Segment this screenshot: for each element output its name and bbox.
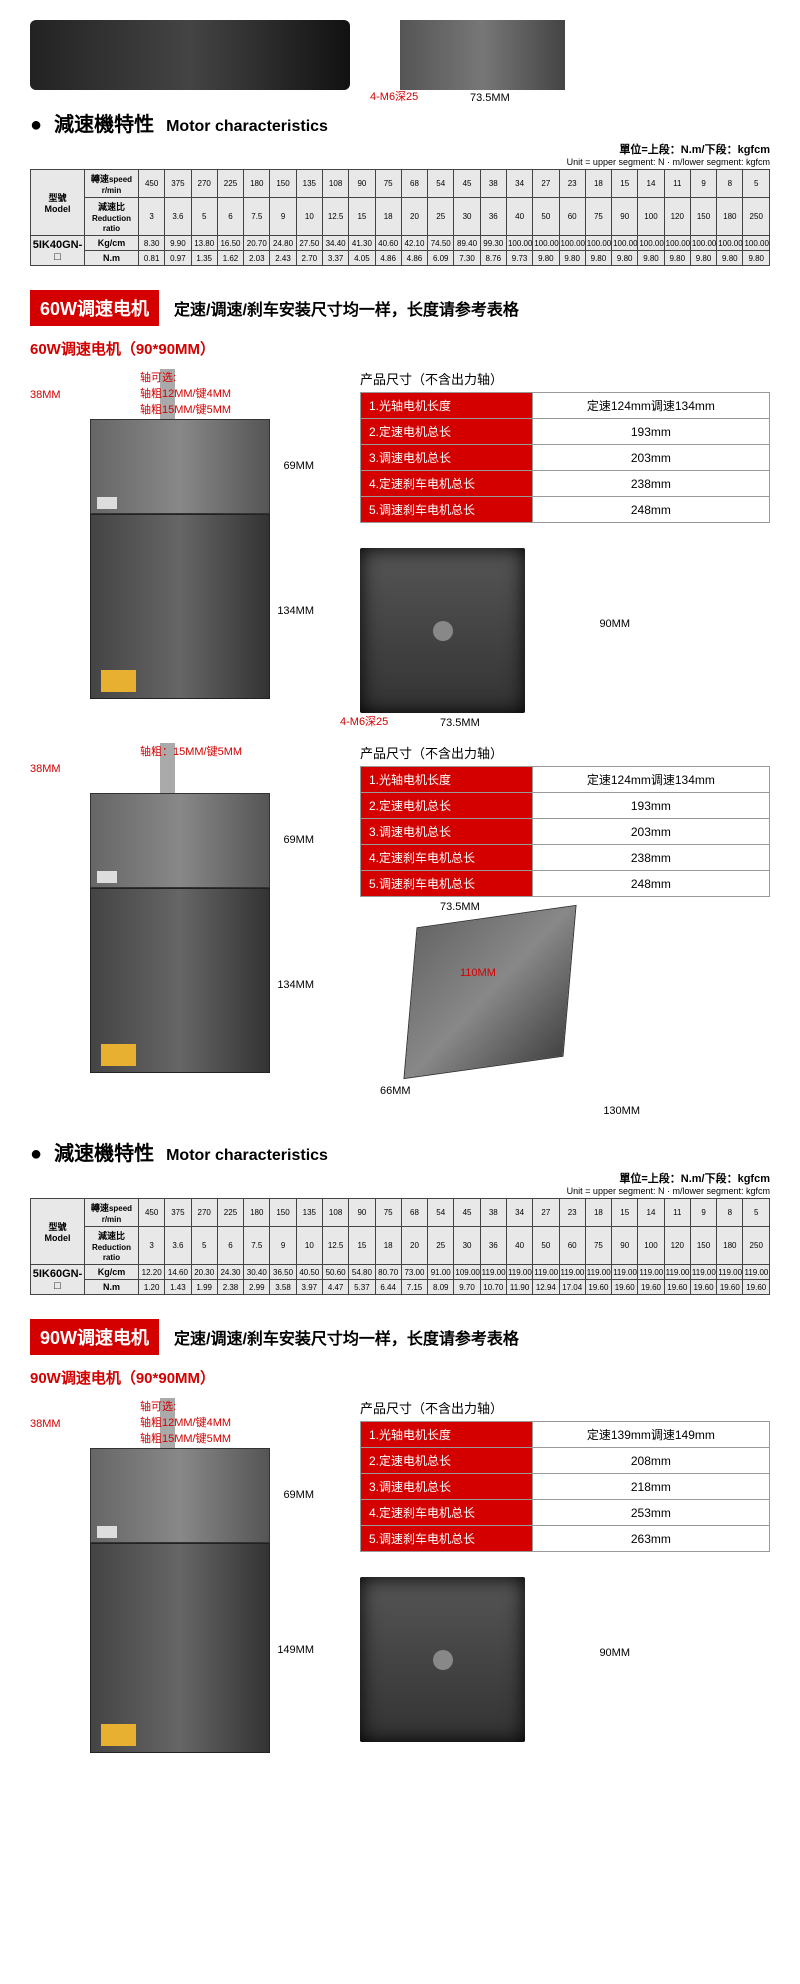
char-header-60: ● 減速機特性 Motor characteristics (30, 1137, 770, 1166)
diagram-90w: 38MM 轴可选: 轴粗12MM/键4MM 轴粗15MM/键5MM 69MM 1… (30, 1398, 770, 1753)
gearbox-angled: 73.5MM 110MM 66MM 130MM (410, 917, 630, 1117)
char-header-40: ● 減速機特性 Motor characteristics (30, 108, 770, 137)
hole-label: 4-M6深25 (370, 88, 418, 104)
gearbox-front-90: 90MM (360, 1577, 770, 1742)
subhead-60: 60W调速电机（90*90MM） (30, 338, 770, 359)
banner-text: 定速/调速/刹车安装尺寸均一样，长度请参考表格 (174, 296, 519, 320)
width-label: 73.5MM (470, 92, 510, 104)
dim-38b: 38MM (30, 763, 61, 775)
shaft-note-b: 轴粗：15MM/键5MM (140, 743, 242, 759)
banner-60w: 60W调速电机 定速/调速/刹车安装尺寸均一样，长度请参考表格 (30, 290, 770, 326)
spec-table-90: 1.光轴电机长度定速139mm调速149mm2.定速电机总长208mm3.调速电… (360, 1421, 770, 1552)
spec-table-60b: 1.光轴电机长度定速124mm调速134mm2.定速电机总长193mm3.调速电… (360, 766, 770, 897)
char-title-en: Motor characteristics (166, 118, 328, 136)
char-table-60: 型號Model 轉速speed r/min 450375270225180150… (30, 1198, 770, 1295)
unit-note: 單位=上段：N.m/下段：kgfcmUnit = upper segment: … (30, 141, 770, 167)
banner-tag: 60W调速电机 (30, 290, 159, 326)
gearbox-photo-crop: 4-M6深25 73.5MM (370, 20, 630, 90)
banner-90w: 90W调速电机 定速/调速/刹车安装尺寸均一样，长度请参考表格 (30, 1319, 770, 1355)
dim-38: 38MM (30, 389, 61, 401)
shaft-options: 轴可选: 轴粗12MM/键4MM 轴粗15MM/键5MM (140, 369, 231, 417)
top-fragment: 4-M6深25 73.5MM (30, 20, 770, 90)
spec-title: 产品尺寸（不含出力轴） (360, 369, 770, 388)
diagram-60w-b: 38MM 轴粗：15MM/键5MM 69MM 134MM 产品尺寸（不含出力轴）… (30, 743, 770, 1117)
char-table-40: 型號Model 轉速speed r/min 450375270225180150… (30, 169, 770, 266)
char-title-cn: 減速機特性 (54, 108, 154, 137)
bullet-icon: ● (30, 114, 42, 137)
spec-table-60a: 1.光轴电机长度定速124mm调速134mm2.定速电机总长193mm3.调速电… (360, 392, 770, 523)
motor-photo-crop (30, 20, 350, 90)
diagram-60w-a: 38MM 轴可选: 轴粗12MM/键4MM 轴粗15MM/键5MM 69MM 1… (30, 369, 770, 713)
gearbox-front: 4-M6深25 73.5MM 90MM (360, 548, 770, 713)
dim-gearbox-h: 69MM (283, 460, 314, 472)
subhead-90: 90W调速电机（90*90MM） (30, 1367, 770, 1388)
dim-motor-h: 134MM (277, 605, 314, 617)
